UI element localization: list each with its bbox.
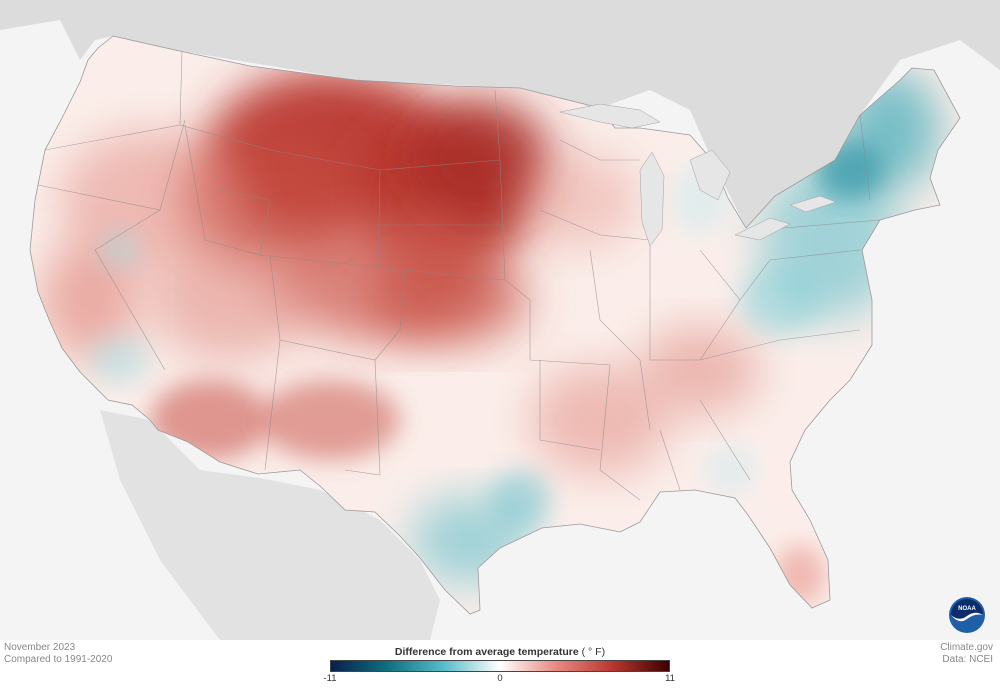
anomaly-blob bbox=[60, 130, 240, 270]
state-boundary bbox=[264, 339, 281, 471]
state-boundary bbox=[859, 114, 871, 201]
great-lakes bbox=[559, 103, 837, 247]
site-credit: Climate.gov bbox=[940, 642, 993, 653]
state-boundary bbox=[404, 269, 506, 281]
map-caption: November 2023 Compared to 1991-2020 bbox=[4, 642, 112, 666]
anomaly-blob bbox=[150, 240, 310, 360]
anomaly-blob bbox=[490, 470, 550, 530]
anomaly-blob bbox=[410, 100, 550, 220]
state-boundary bbox=[599, 364, 641, 501]
period-label: November 2023 bbox=[4, 642, 76, 653]
credit-caption: Climate.gov Data: NCEI bbox=[940, 642, 993, 666]
anomaly-blob bbox=[370, 255, 530, 345]
anomaly-blob bbox=[100, 230, 140, 270]
data-credit: Data: NCEI bbox=[942, 654, 993, 665]
anomaly-color-field bbox=[40, 70, 940, 605]
temperature-anomaly-map bbox=[0, 0, 1000, 640]
anomaly-blob bbox=[530, 365, 670, 475]
legend-color-bar bbox=[330, 660, 670, 672]
anomaly-blob bbox=[520, 150, 640, 250]
state-boundary bbox=[259, 254, 406, 361]
us-outline bbox=[29, 35, 961, 615]
state-boundary bbox=[94, 209, 166, 371]
legend-title-row: Difference from average temperature ( ° … bbox=[330, 645, 670, 659]
state-boundary bbox=[344, 359, 381, 476]
surrounding-land bbox=[0, 0, 1000, 640]
state-boundary bbox=[659, 429, 681, 491]
color-legend: Difference from average temperature ( ° … bbox=[323, 645, 674, 686]
noaa-logo-text: NOAA bbox=[958, 606, 976, 612]
contiguous-us-area bbox=[30, 36, 960, 614]
state-boundary bbox=[559, 139, 640, 161]
noaa-logo-icon: NOAA bbox=[948, 596, 986, 634]
legend-title: Difference from average temperature bbox=[394, 646, 579, 658]
anomaly-blob bbox=[40, 240, 140, 360]
state-boundary bbox=[699, 399, 751, 481]
anomaly-blob bbox=[705, 445, 755, 495]
state-boundary bbox=[739, 249, 861, 301]
state-boundary bbox=[699, 329, 861, 361]
state-boundary bbox=[589, 249, 651, 431]
state-boundary bbox=[539, 209, 651, 241]
anomaly-blob bbox=[260, 380, 400, 460]
legend-mid-label: 0 bbox=[497, 673, 503, 684]
map-panel bbox=[0, 0, 1000, 640]
state-boundary bbox=[377, 169, 381, 271]
baseline-label: Compared to 1991-2020 bbox=[4, 654, 113, 665]
legend-unit: ( ° F) bbox=[581, 646, 606, 658]
legend-min-label: -11 bbox=[323, 673, 337, 684]
anomaly-blob bbox=[90, 335, 150, 385]
legend-max-label: 11 bbox=[665, 673, 675, 684]
state-boundary bbox=[499, 159, 611, 366]
anomaly-blob bbox=[740, 265, 820, 335]
state-boundaries bbox=[37, 49, 881, 501]
legend-ticks: -11 0 11 bbox=[323, 672, 674, 686]
anomaly-blob bbox=[640, 325, 760, 415]
state-boundary bbox=[539, 360, 601, 451]
